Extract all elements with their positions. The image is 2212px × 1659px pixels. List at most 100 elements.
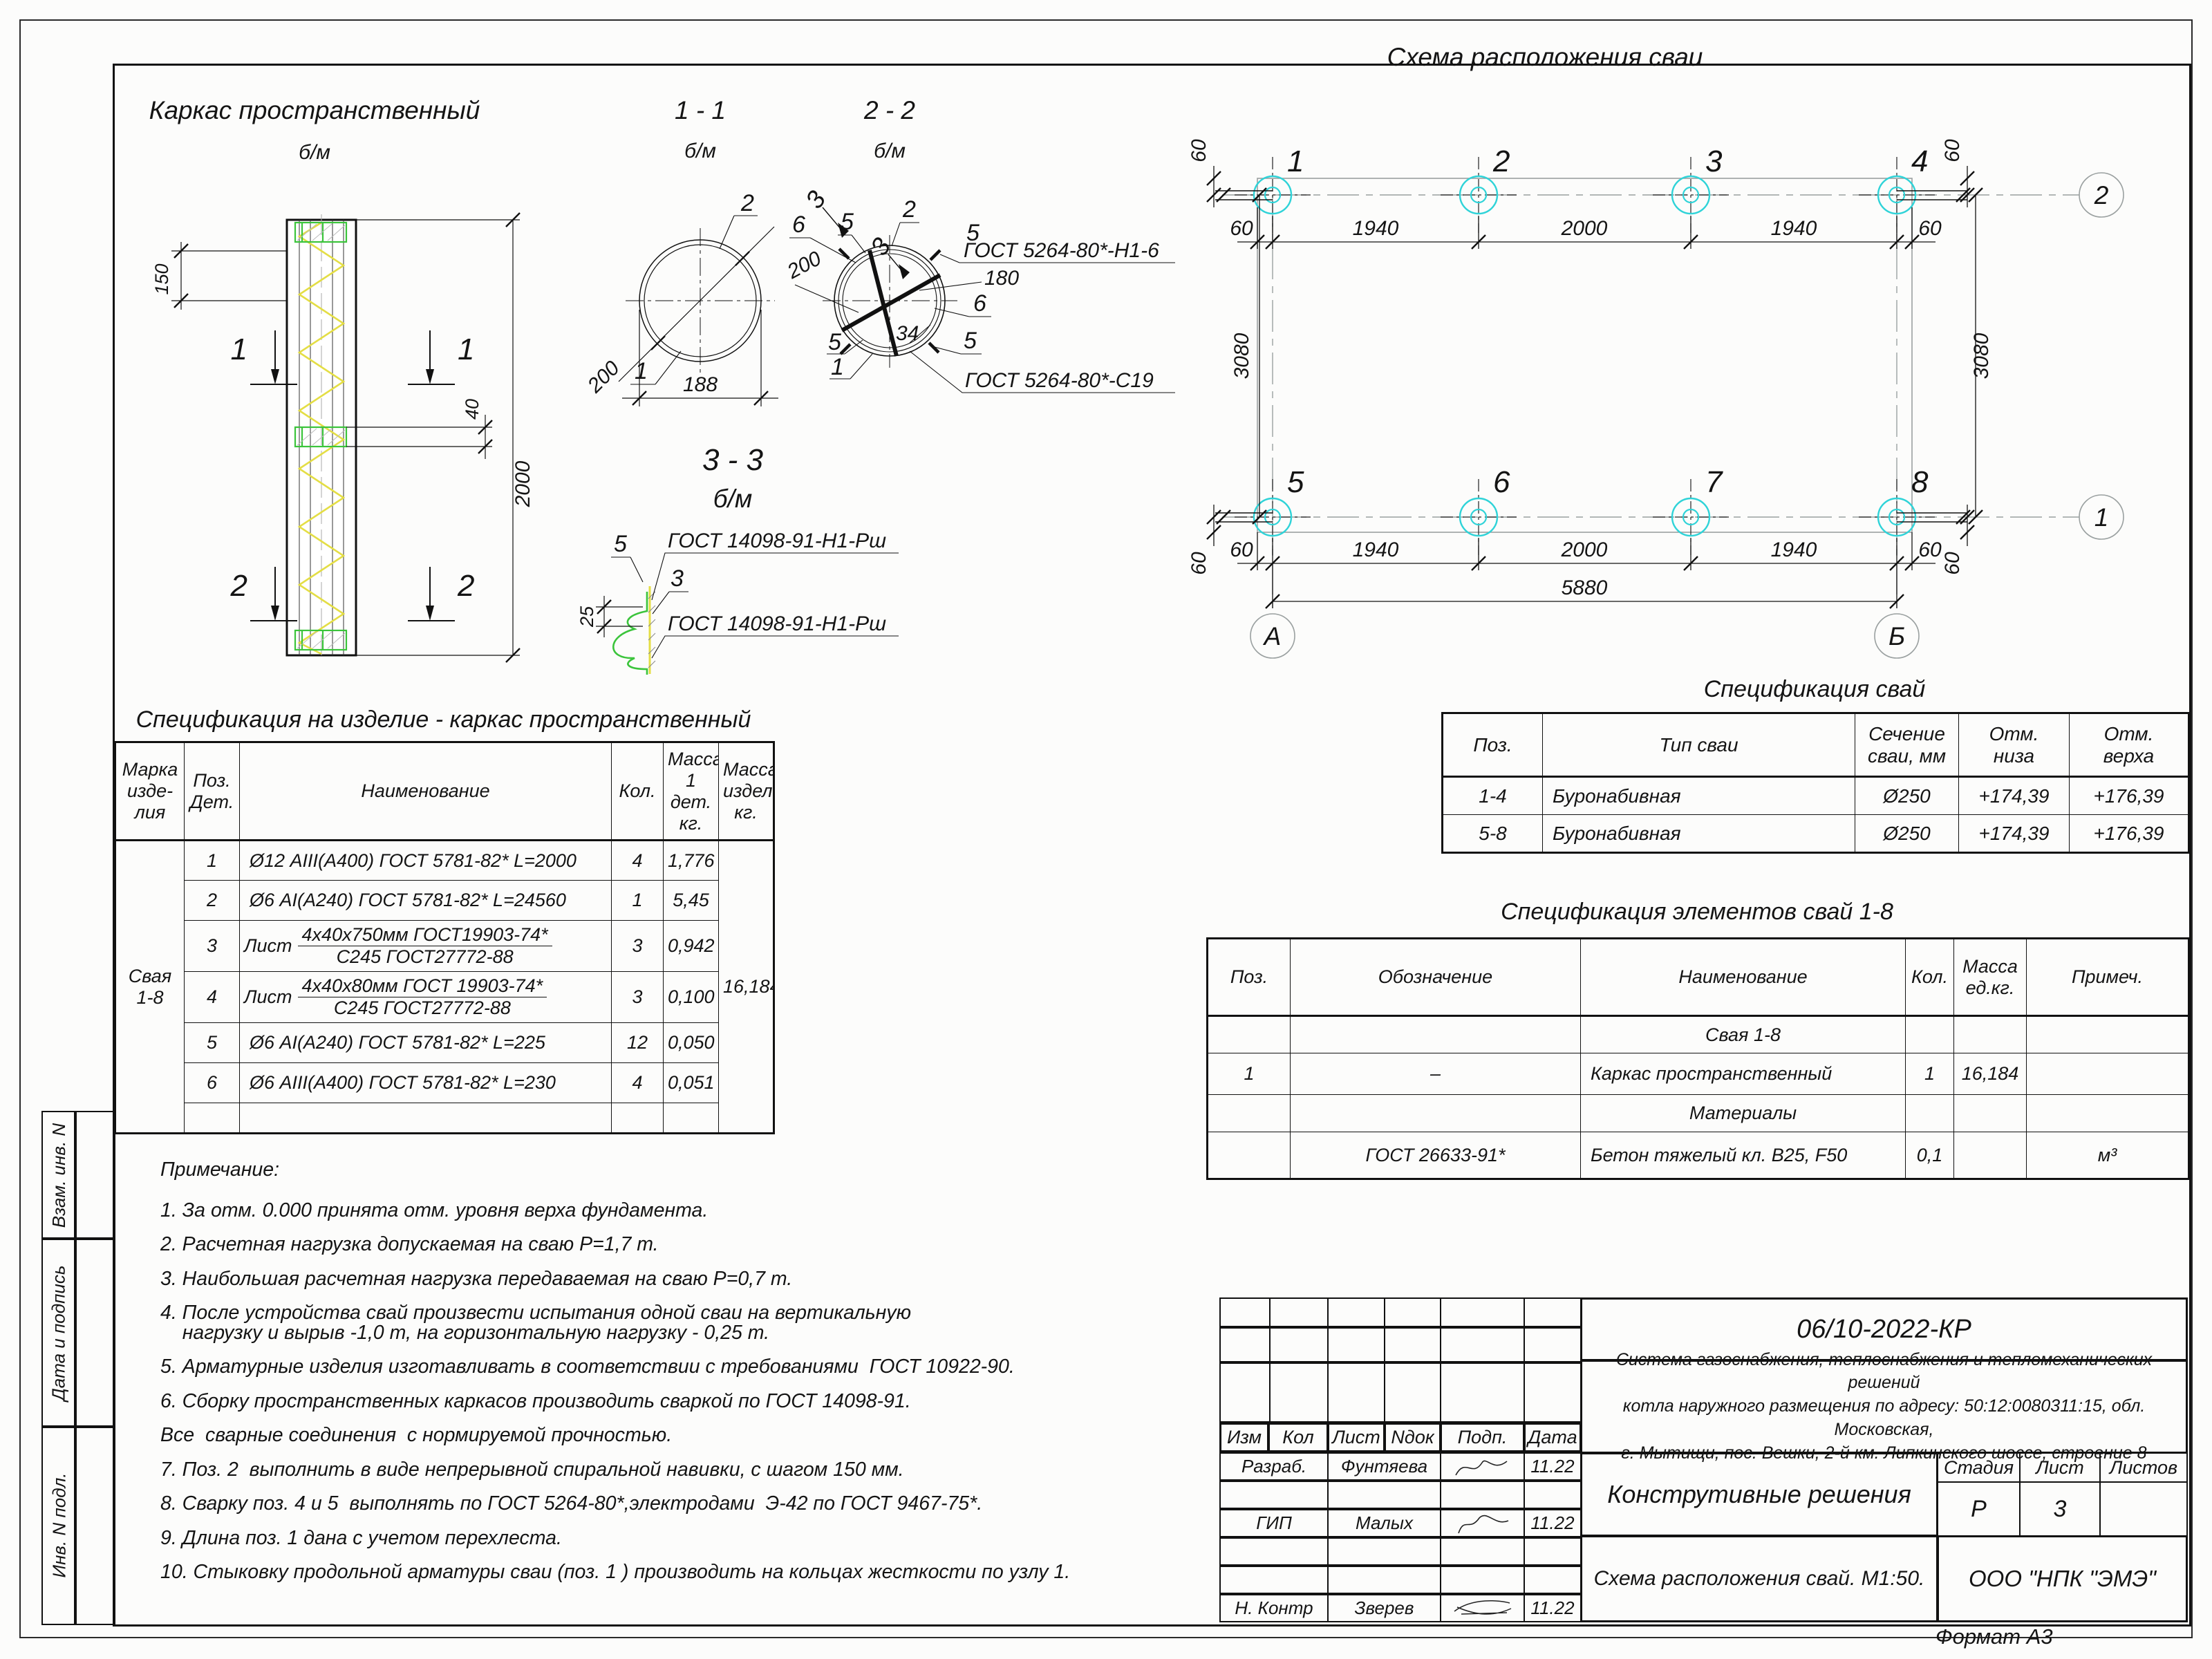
note-item: 5. Арматурные изделия изготавливать в со… [160,1356,1015,1378]
table-row: 3 Лист 4х40х750мм ГОСТ19903-74* С245 ГОС… [115,920,774,972]
col-header: Обозначение [1290,938,1581,1017]
strip-cell-blank [74,1425,115,1625]
spiral-reinforcement [297,221,346,655]
dim-1940: 1940 [1771,538,1817,561]
title-block: Изм Кол Лист Nдок Подп. Дата Разраб. Фун… [1219,1297,2188,1622]
col-header: Дата [1524,1423,1582,1452]
spec-piles-title: Спецификация свай [1703,676,1926,702]
mass-cell: 0,050 [663,1022,719,1063]
mass-total-cell: 16,184 [718,840,774,1134]
name-cell: Бетон тяжелый кл. В25, F50 [1580,1132,1906,1179]
pile-number: 6 [1493,465,1510,499]
section-title: Конструтивные решения [1580,1452,1938,1537]
ring-stiffeners [294,221,348,651]
frac-bottom: С245 ГОСТ27772-88 [336,946,514,967]
empty-cell [1219,1566,1329,1594]
empty-cell [1524,1566,1582,1594]
date-cell: 11.22 [1524,1594,1582,1622]
dim-200: 200 [783,247,825,283]
mass-cell: 0,942 [663,920,719,972]
dim-60: 60 [1230,217,1253,240]
drawing-frame [113,64,2191,1627]
weld-gost-label: ГОСТ 14098-91-Н1-Рш [668,612,886,635]
cut-mark-3: 3 [800,185,832,214]
col-header: Кол. [1905,938,1954,1017]
stage-value: Р [1937,1481,2021,1537]
col-header: Масса 1 дет. кг. [663,742,719,841]
pos-cell: 4 [184,971,240,1023]
pos-cell [1207,1015,1291,1053]
dim-25: 25 [577,606,597,628]
pos-cell: 6 [184,1062,240,1103]
view-scale: б/м [874,140,906,162]
note-item: Все сварные соединения с нормируемой про… [160,1424,673,1446]
name-cell: Зверев [1327,1594,1441,1622]
divider [1524,1297,1525,1423]
dim-60: 60 [1918,217,1942,240]
mass-cell [1953,1015,2027,1053]
elev-top-cell: +176,39 [2069,814,2189,853]
col-header: Масса ед.кг. [1953,938,2027,1017]
note-item: 9. Длина поз. 1 дана с учетом перехлеста… [160,1526,562,1549]
sheet-header: Лист [2019,1452,2101,1483]
empty-cell [1327,1537,1441,1566]
dim-200: 200 [583,357,624,398]
sheet-prefix: Лист [244,986,292,1007]
empty-cell [1440,1566,1525,1594]
table-row: ГОСТ 26633-91* Бетон тяжелый кл. В25, F5… [1207,1132,2189,1179]
divider [1440,1297,1441,1423]
qty-cell: 3 [611,920,664,972]
qty-cell: 12 [611,1022,664,1063]
sheets-header: Листов [2099,1452,2188,1483]
empty-cell [1440,1537,1525,1566]
section-2-2-view: 2 - 2 б/м 3 3 6 5 [783,96,1175,393]
divider [1327,1297,1329,1423]
table-row: 5 Ø6 АI(А240) ГОСТ 5781-82* L=225 12 0,0… [115,1022,774,1063]
note-item: 7. Поз. 2 выполнить в виде непрерывной с… [160,1458,904,1481]
frac-top: 4х40х750мм ГОСТ19903-74* [297,924,552,946]
table-row: 4 Лист 4х40х80мм ГОСТ 19903-74* С245 ГОС… [115,971,774,1023]
sheets-total-value [2099,1481,2188,1537]
page-border [19,19,2193,1638]
pos-label-5: 5 [966,220,980,246]
axis-bubble-B: Б [1888,622,1905,650]
col-header: Отм. верха [2069,713,2189,778]
weld-gost-label: ГОСТ 14098-91-Н1-Рш [668,529,886,552]
pile-number: 4 [1911,144,1928,178]
pos-label-5: 5 [841,209,854,235]
strip-cell-blank [74,1237,115,1428]
mass-cell [1953,1132,2027,1179]
empty-cell [1524,1481,1582,1509]
section-mark-1: 1 [231,332,247,366]
code-cell: – [1290,1053,1581,1095]
note-item: 10. Стыковку продольной арматуры сваи (п… [160,1561,1071,1583]
weld-gost-label: ГОСТ 5264-80*-С19 [965,369,1154,392]
table-row: 6 Ø6 АIII(А400) ГОСТ 5781-82* L=230 4 0,… [115,1062,774,1103]
plan-title: Схема расположения сваи [1387,43,1703,71]
pos-cell [1207,1094,1291,1132]
pos-cell: 5 [184,1022,240,1063]
dim-180: 180 [984,267,1019,290]
pile-number: 8 [1911,465,1929,499]
elev-bottom-cell: +174,39 [1958,814,2070,853]
view-title: 3 - 3 [702,443,764,477]
table-row: 5-8 Буронабивная Ø250 +174,39 +176,39 [1442,814,2189,853]
name-cell: Каркас пространственный [1580,1053,1906,1095]
view-title: 1 - 1 [675,96,726,124]
col-header: Отм. низа [1958,713,2070,778]
notes-block: Примечание: 1. За отм. 0.000 принята отм… [160,1160,1183,1597]
code-cell: ГОСТ 26633-91* [1290,1132,1581,1179]
signature-cell [1440,1594,1525,1622]
pile-layout-plan: Схема расположения сваи 2 1 А Б 1 [1188,43,2124,659]
signature-cell [1440,1509,1525,1537]
dim-1940: 1940 [1353,217,1399,240]
name-cell: Малых [1327,1509,1441,1537]
dim-1940: 1940 [1771,217,1817,240]
note-item: 4. После устройства свай произвести испы… [160,1302,912,1344]
pos-label-2: 2 [740,190,754,216]
dim-2000: 2000 [1561,217,1608,240]
pos-label-5: 5 [828,329,841,355]
revision-row [1219,1362,1582,1423]
pos-cell: 2 [184,880,240,921]
role-cell: Разраб. [1219,1452,1329,1481]
